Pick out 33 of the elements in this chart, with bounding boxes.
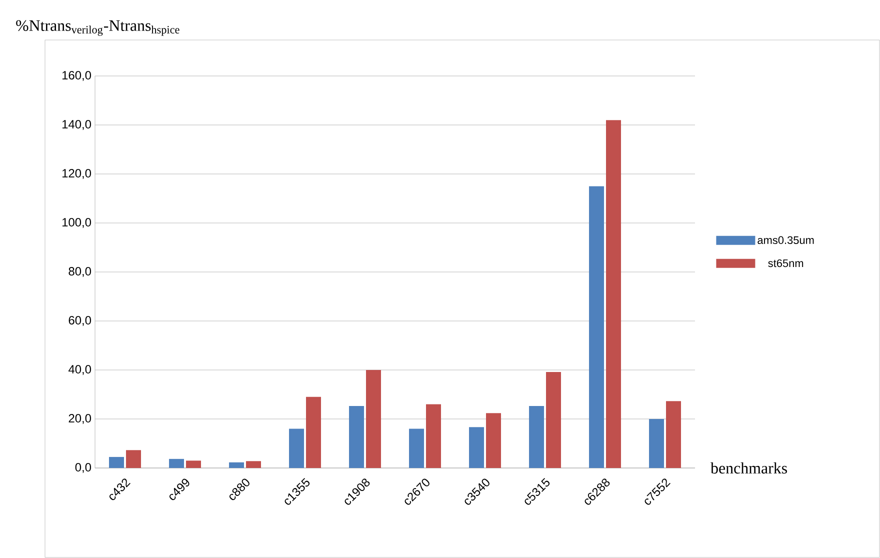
bar [229,462,244,468]
bar [649,418,664,468]
chart-title: %Ntrans$_{verilog}$-Ntrans$_{hspice}$ [16,20,180,36]
y-tick-label: 0,0 [75,463,92,473]
y-tick-label: 160,0 [62,71,92,81]
y-tick-label: 20,0 [68,414,92,424]
bar [349,406,364,468]
y-tick-label: 100,0 [62,218,92,228]
bar [409,428,424,468]
bar [186,460,202,468]
bar [486,413,502,468]
bar [529,406,544,468]
y-tick-label: 80,0 [68,267,92,277]
bar [169,458,184,468]
y-tick-label: 120,0 [62,169,92,179]
bar [606,120,622,468]
y-tick-label: 60,0 [68,316,92,326]
bar [469,427,484,468]
bar [246,461,262,468]
y-tick-label: 140,0 [62,120,92,130]
legend-label: st65nm [768,259,804,268]
x-axis-title: benchmarks [710,462,787,474]
bar [426,404,442,468]
bar [109,456,124,468]
bar [126,450,142,468]
bar [366,370,382,468]
y-tick-label: 40,0 [68,365,92,375]
bar [666,401,682,468]
bar [289,428,304,468]
bar [306,396,322,468]
bar [546,372,562,468]
bar [589,186,604,468]
legend-label: ams0.35um [758,236,814,244]
